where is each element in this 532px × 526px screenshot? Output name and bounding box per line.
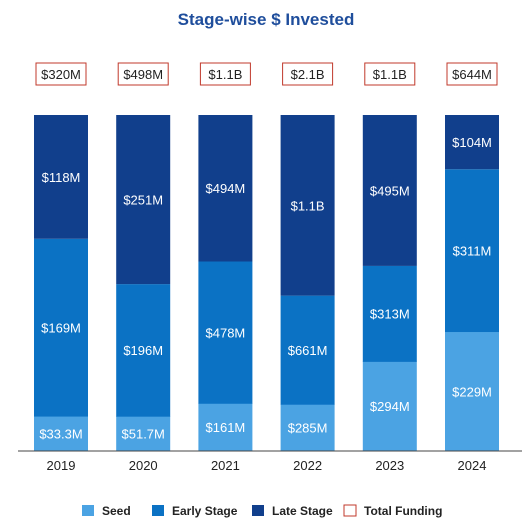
bar-seed-2023	[362, 361, 417, 452]
data-label-seed-2022: $285M	[288, 421, 328, 436]
total-funding-label-2020: $498M	[123, 67, 163, 82]
data-label-early-stage-2022: $661M	[288, 343, 328, 358]
total-funding-label-2024: $644M	[452, 67, 492, 82]
bar-early-stage-2022	[280, 295, 335, 405]
bar-seed-2021	[198, 403, 253, 452]
data-label-early-stage-2024: $311M	[453, 243, 492, 258]
bar-seed-2019	[34, 416, 88, 452]
data-label-early-stage-2019: $169M	[41, 320, 81, 335]
bar-early-stage-2023	[362, 265, 417, 362]
legend-swatch-seed	[82, 505, 94, 516]
x-tick-2022: 2022	[293, 458, 322, 473]
total-funding-box-2019	[35, 62, 87, 86]
legend-swatch-late-stage	[252, 505, 264, 516]
total-funding-box-2022	[282, 62, 334, 86]
legend: Seed Early Stage Late Stage Total Funding	[82, 504, 442, 518]
bar-late-stage-2023	[362, 115, 417, 266]
legend-swatch-early-stage	[152, 505, 164, 516]
x-tick-2023: 2023	[375, 458, 404, 473]
data-label-late-stage-2021: $494M	[206, 181, 246, 196]
total-funding-label-2023: $1.1B	[373, 67, 407, 82]
data-label-late-stage-2020: $251M	[123, 193, 163, 208]
bar-seed-2022	[280, 404, 335, 452]
total-funding-labels: $320M $498M $1.1B $2.1B $1.1B $644M	[35, 62, 498, 86]
bars-group: $33.3M $169M $118M $51.7M $196M $251M $161M $47…	[34, 115, 499, 452]
total-funding-label-2019: $320M	[41, 67, 81, 82]
bar-late-stage-2024	[445, 115, 499, 170]
x-tick-2019: 2019	[47, 458, 76, 473]
data-label-late-stage-2023: $495M	[370, 183, 410, 198]
bar-late-stage-2021	[198, 115, 253, 262]
x-tick-2021: 2021	[211, 458, 240, 473]
bar-early-stage-2024	[445, 169, 499, 333]
bar-seed-2020	[116, 416, 171, 452]
data-label-early-stage-2020: $196M	[123, 343, 163, 358]
x-tick-2020: 2020	[129, 458, 158, 473]
data-label-seed-2019: $33.3M	[39, 427, 82, 442]
total-funding-label-2022: $2.1B	[291, 67, 325, 82]
data-label-early-stage-2021: $478M	[206, 325, 246, 340]
data-label-seed-2024: $229M	[452, 384, 492, 399]
total-funding-box-2020	[117, 62, 169, 86]
legend-label-early-stage: Early Stage	[172, 504, 238, 518]
data-label-seed-2023: $294M	[370, 399, 410, 414]
data-label-late-stage-2024: $104M	[452, 135, 492, 150]
x-tick-2024: 2024	[458, 458, 487, 473]
bar-early-stage-2019	[34, 238, 88, 417]
total-funding-box-2024	[446, 62, 498, 86]
legend-label-late-stage: Late Stage	[272, 504, 333, 518]
data-label-late-stage-2019: $118M	[42, 170, 81, 185]
bar-early-stage-2020	[116, 284, 171, 417]
data-label-seed-2021: $161M	[206, 420, 246, 435]
bar-late-stage-2019	[34, 115, 88, 239]
data-label-seed-2020: $51.7M	[122, 427, 165, 442]
total-funding-label-2021: $1.1B	[208, 67, 242, 82]
legend-label-seed: Seed	[102, 504, 131, 518]
data-label-late-stage-2022: $1.1B	[291, 198, 325, 213]
chart-title: Stage-wise $ Invested	[178, 10, 355, 29]
bar-late-stage-2022	[280, 115, 335, 296]
total-funding-box-2023	[364, 62, 416, 86]
x-axis-ticks: 2019 2020 2021 2022 2023 2024	[47, 458, 487, 473]
bar-seed-2024	[445, 331, 499, 452]
data-label-early-stage-2023: $313M	[370, 307, 410, 322]
legend-label-total-funding: Total Funding	[364, 504, 442, 518]
total-funding-box-2021	[199, 62, 251, 86]
bar-late-stage-2020	[116, 115, 171, 285]
legend-swatch-total-funding	[343, 504, 357, 517]
bar-early-stage-2021	[198, 261, 253, 404]
